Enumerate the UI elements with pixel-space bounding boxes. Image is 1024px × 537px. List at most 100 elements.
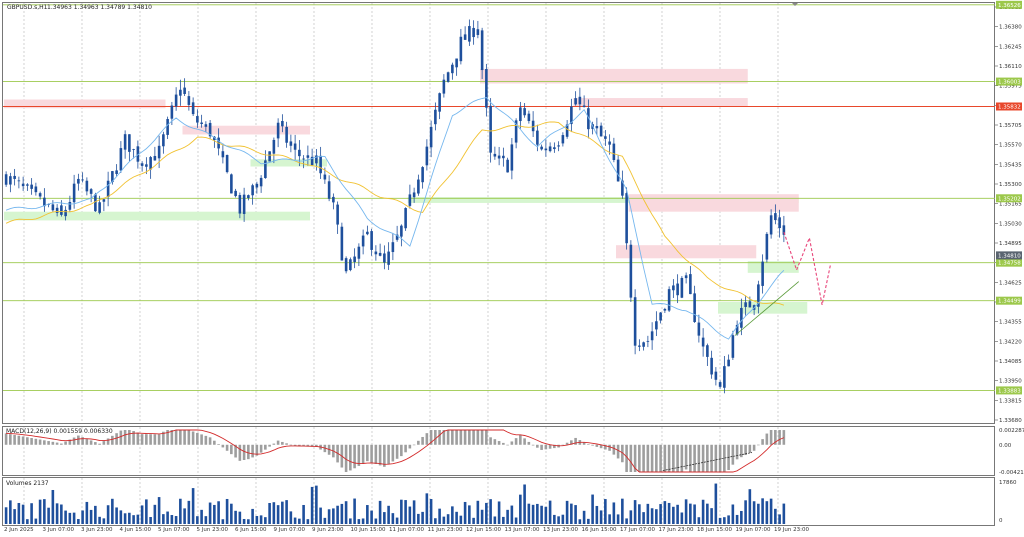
candle-body (64, 209, 67, 217)
candle (493, 146, 497, 160)
candle-body (221, 151, 225, 158)
candle (612, 137, 616, 163)
candle-body (285, 126, 288, 143)
macd-bar (608, 444, 611, 451)
time-tick-label: 2 Jun 2025 (4, 527, 34, 533)
candle (387, 242, 390, 270)
macd-bar (774, 430, 777, 445)
macd-tick-label: 0.002287 (999, 428, 1024, 434)
volume-bar (204, 516, 208, 524)
candle (404, 207, 407, 231)
candle-body (30, 184, 33, 189)
macd-bar (434, 430, 437, 445)
macd-bar (446, 430, 450, 445)
candle-body (128, 134, 131, 152)
candle-body (361, 235, 365, 247)
macd-bar (574, 437, 577, 445)
level-price-label: 1.33883 (996, 386, 1022, 395)
volume-bar (693, 504, 696, 524)
volume-bar (455, 511, 458, 524)
candle (374, 245, 378, 261)
macd-bar (200, 434, 203, 445)
macd-bar (68, 439, 72, 445)
volume-bar (123, 513, 127, 524)
macd-bar (476, 430, 480, 445)
macd-bar (187, 430, 191, 445)
candle (106, 171, 110, 207)
candle (13, 168, 16, 186)
volume-bar (548, 500, 552, 524)
volume-bar (608, 514, 611, 524)
candle-body (140, 163, 144, 166)
volume-bar (13, 509, 16, 524)
macd-bar (480, 430, 484, 445)
candle-body (625, 193, 628, 244)
candle (599, 122, 603, 137)
macd-bar (383, 444, 386, 467)
price-tick-label: 1.33815 (999, 398, 1022, 404)
zone-red (4, 99, 166, 109)
macd-bar (757, 444, 760, 446)
macd-bar (570, 440, 573, 445)
volume-bar (489, 499, 492, 524)
volume-bar (510, 505, 514, 524)
candle-body (557, 145, 560, 147)
zone-green (4, 211, 310, 221)
time-tick-label: 9 Jun 23:00 (312, 527, 344, 533)
candle (485, 63, 488, 117)
candle-body (102, 199, 106, 202)
candle (544, 139, 548, 157)
candle-body (455, 58, 458, 68)
volume-bar (310, 486, 314, 524)
volume-bar (604, 499, 607, 524)
candle (408, 184, 412, 209)
time-tick-label: 3 Jun 07:00 (43, 527, 75, 533)
candle (34, 182, 38, 196)
chart-shift-marker[interactable] (792, 3, 798, 6)
macd-bar (387, 444, 390, 465)
macd-bar (425, 433, 429, 445)
volume-bar (272, 502, 276, 524)
candle-body (106, 180, 110, 197)
volume-bar (655, 509, 658, 524)
candle-body (191, 102, 195, 115)
candle-body (519, 107, 522, 122)
candle-body (238, 195, 242, 214)
macd-bar (60, 443, 63, 445)
candle (472, 20, 475, 45)
candle-body (34, 186, 38, 193)
candle (502, 147, 505, 167)
candle-body (315, 155, 318, 164)
macd-bar (646, 444, 650, 472)
volume-bar (327, 509, 331, 524)
candle-body (21, 183, 25, 187)
candle-body (242, 194, 246, 214)
candle-body (633, 297, 637, 346)
candle-body (336, 204, 339, 225)
candle-body (493, 153, 497, 157)
macd-bar (485, 430, 488, 445)
candle-body (166, 119, 169, 135)
price-candles[interactable] (4, 19, 786, 394)
candle-body (468, 26, 471, 42)
volume-bar (47, 507, 50, 524)
volume-bar (612, 502, 616, 524)
macd-bar (689, 444, 692, 472)
candle (757, 280, 760, 314)
macd-bar (502, 442, 505, 445)
time-tick-label: 16 Jun 15:00 (582, 527, 617, 533)
macd-bar (531, 444, 535, 446)
candle (234, 188, 237, 198)
volume-bar (276, 505, 280, 524)
macd-bar (395, 444, 399, 459)
macd-bar (659, 444, 662, 472)
candle (64, 206, 67, 221)
volume-bar (672, 506, 675, 524)
macd-bar (9, 434, 12, 445)
volume-bar (30, 503, 33, 524)
level-price-label: 1.34499 (996, 296, 1022, 305)
candle (650, 322, 654, 350)
macd-bar (667, 444, 671, 472)
volume-bar (599, 510, 603, 524)
